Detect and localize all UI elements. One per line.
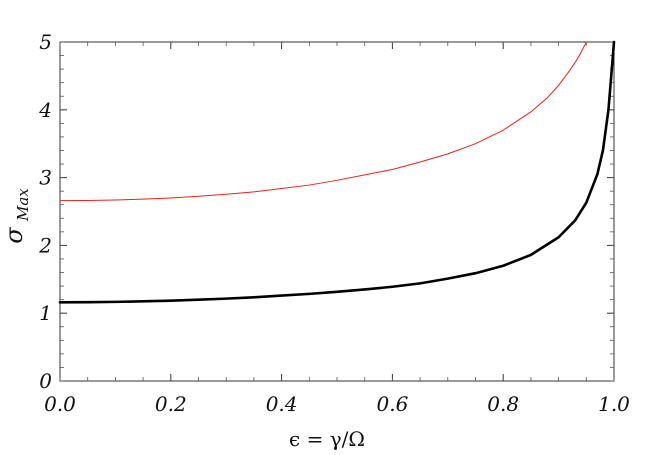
series-line-black: [58, 40, 616, 304]
y-tick-label: 3: [39, 166, 52, 190]
y-tick-label: 4: [38, 98, 52, 122]
x-tick-label: 0.2: [155, 392, 187, 416]
tick-marks: [59, 41, 615, 382]
y-tick-label: 1: [39, 301, 52, 325]
y-tick-label: 5: [39, 30, 52, 54]
y-axis-label-subscript: Max: [14, 188, 32, 222]
tick-labels: 0.0 0.2 0.4 0.6 0.8 1.0 0 1 2 3 4 5: [38, 30, 630, 416]
y-axis-label: σ Max: [0, 188, 32, 244]
y-axis-label-base: σ: [0, 227, 28, 244]
y-tick-label: 0: [39, 369, 52, 393]
x-axis-label: ϵ = γ/Ω: [289, 427, 365, 451]
x-tick-label: 0.6: [376, 392, 408, 416]
x-tick-label: 0.0: [44, 392, 76, 416]
x-tick-label: 1.0: [598, 392, 630, 416]
plot-frame: [59, 41, 615, 382]
x-tick-label: 0.8: [487, 392, 519, 416]
y-tick-label: 2: [38, 233, 52, 257]
series-layer: [58, 40, 616, 304]
x-tick-label: 0.4: [266, 392, 298, 416]
series-line-red: [59, 41, 587, 202]
